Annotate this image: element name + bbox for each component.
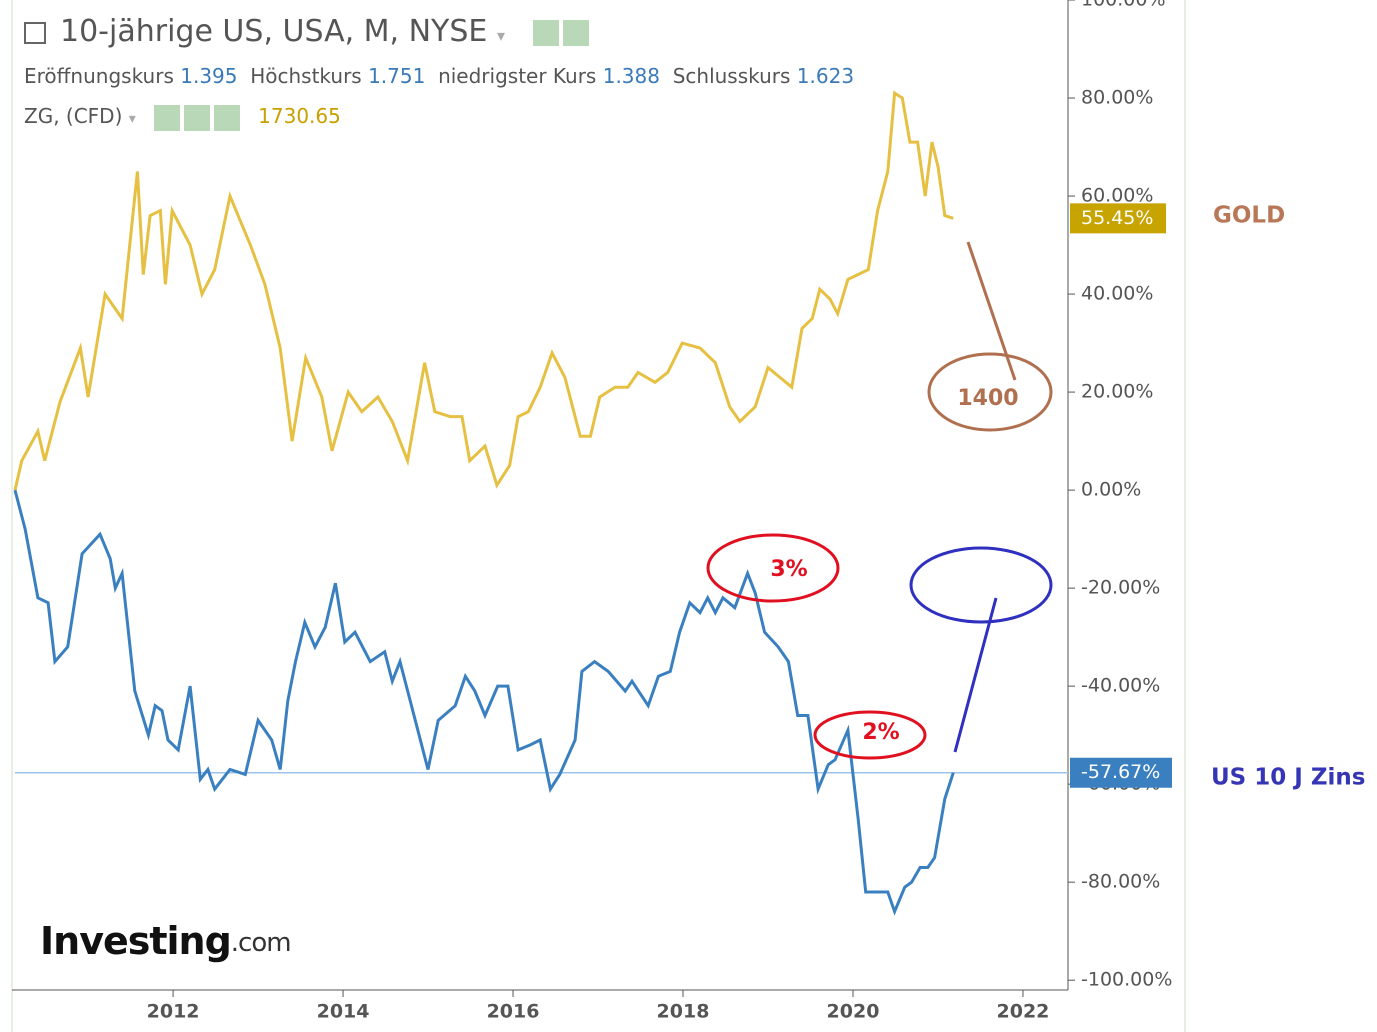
dropdown[interactable]: ▾ xyxy=(128,111,136,127)
ohlc-value: 1.623 xyxy=(796,64,855,88)
y-tick-label: 60.00% xyxy=(1081,185,1153,207)
ohlc-value: 1.395 xyxy=(180,64,238,88)
eye-icon[interactable] xyxy=(532,19,559,46)
dropdown[interactable]: ▾ xyxy=(496,26,505,45)
ohlc-label: Eröffnungskurs xyxy=(24,64,174,88)
circle xyxy=(909,546,1053,624)
circle xyxy=(927,352,1053,432)
arrow xyxy=(953,597,998,753)
ohlc-value: 1.388 xyxy=(602,64,660,88)
overlay-label: ZG, (CFD) xyxy=(24,104,123,128)
y-tick-label: -20.00% xyxy=(1081,577,1160,599)
y-tick-label: -100.00% xyxy=(1081,969,1172,991)
y-tick-label: 80.00% xyxy=(1081,87,1153,109)
y-tick-label: 40.00% xyxy=(1081,283,1153,305)
settings-icon[interactable] xyxy=(562,19,589,46)
title: 10-jährige US, USA, M, NYSE xyxy=(60,14,488,49)
x-tick-label: 2014 xyxy=(317,1001,370,1023)
y-tick-label: -80.00% xyxy=(1081,871,1160,893)
y-tick-label: 0.00% xyxy=(1081,479,1141,501)
series-line xyxy=(13,489,955,916)
last-value-label: -57.67% xyxy=(1081,761,1160,783)
y-tick-label: 100.00% xyxy=(1081,0,1166,11)
settings-icon[interactable] xyxy=(183,104,210,131)
ohlc-row: Eröffnungskurs 1.395 Höchstkurs 1.751 ni… xyxy=(24,64,854,88)
series-line xyxy=(13,90,954,491)
close-icon[interactable] xyxy=(213,104,240,131)
annotation: 2% xyxy=(862,720,899,745)
x-tick-label: 2016 xyxy=(487,1001,540,1023)
overlay-value: 1730.65 xyxy=(258,104,341,128)
annotation: 1400 xyxy=(957,386,1018,411)
legend-label: US 10 J Zins xyxy=(1211,765,1365,791)
last-value-label: 55.45% xyxy=(1081,207,1153,229)
x-tick-label: 2022 xyxy=(997,1001,1050,1023)
collapse-icon[interactable] xyxy=(24,21,46,44)
y-tick-label: -40.00% xyxy=(1081,675,1160,697)
last-value-badge xyxy=(1070,757,1172,788)
ohlc-label: Schlusskurs xyxy=(672,64,791,88)
title-row: 10-jährige US, USA, M, NYSE ▾ xyxy=(24,14,593,49)
legend-label: GOLD xyxy=(1213,203,1285,229)
overlay-row: ZG, (CFD) ▾ 1730.65 xyxy=(24,104,341,131)
last-value-badge xyxy=(1070,203,1166,234)
circle xyxy=(706,533,840,603)
marks xyxy=(13,90,1068,916)
annotation: 3% xyxy=(770,557,807,582)
eye-icon[interactable] xyxy=(153,104,180,131)
ohlc-value: 1.751 xyxy=(368,64,426,88)
ohlc-label: Höchstkurs xyxy=(250,64,362,88)
ohlc-label: niedrigster Kurs xyxy=(438,64,597,88)
x-tick-label: 2012 xyxy=(147,1001,200,1023)
logo: Investing.com xyxy=(40,919,291,963)
arrow xyxy=(966,241,1017,381)
circle xyxy=(813,710,927,760)
x-tick-label: 2018 xyxy=(657,1001,710,1023)
y-tick-label: 20.00% xyxy=(1081,381,1153,403)
x-tick-label: 2020 xyxy=(827,1001,880,1023)
